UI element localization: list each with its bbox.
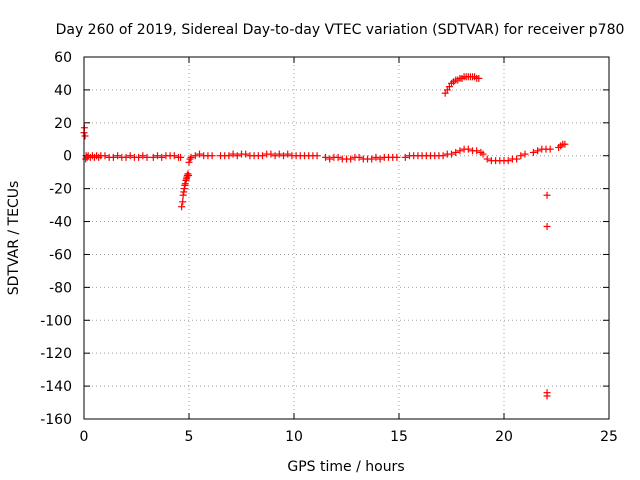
- data-point: [401, 153, 409, 161]
- data-point: [543, 222, 551, 230]
- y-tick-label: 20: [54, 116, 72, 132]
- data-point: [233, 152, 241, 160]
- data-point: [187, 153, 195, 161]
- data-point: [81, 132, 89, 140]
- x-tick-label: 15: [390, 429, 408, 445]
- data-point: [464, 145, 472, 153]
- data-point: [185, 158, 193, 166]
- data-point: [475, 74, 483, 82]
- data-point: [225, 152, 233, 160]
- data-point: [473, 147, 481, 155]
- x-tick-label: 20: [495, 429, 513, 445]
- data-point: [517, 152, 525, 160]
- data-point: [122, 153, 130, 161]
- data-point: [284, 150, 292, 158]
- data-point: [109, 153, 117, 161]
- data-point: [393, 153, 401, 161]
- data-point: [483, 155, 491, 163]
- data-point: [271, 152, 279, 160]
- data-point: [143, 153, 151, 161]
- y-tick-label: -100: [40, 313, 72, 329]
- chart-title: Day 260 of 2019, Sidereal Day-to-day VTE…: [56, 22, 625, 38]
- data-point: [561, 140, 569, 148]
- data-point: [267, 150, 275, 158]
- data-point: [196, 150, 203, 158]
- data-point: [259, 152, 266, 160]
- y-tick-labels: 60 40 20 0 -20 -40 -60 -80 -100 -120 -140 -160: [40, 50, 72, 428]
- data-point: [178, 203, 186, 211]
- y-tick-label: -140: [40, 379, 72, 395]
- data-point: [180, 188, 188, 196]
- data-point: [521, 150, 529, 158]
- data-point: [439, 152, 447, 160]
- axis-ticks: [83, 56, 610, 420]
- data-point: [186, 155, 194, 163]
- data-point: [313, 152, 321, 160]
- data-point: [456, 147, 464, 155]
- data-point: [448, 150, 455, 158]
- data-point: [149, 153, 157, 161]
- data-point: [177, 153, 185, 161]
- data-point: [504, 157, 512, 165]
- y-tick-label: -40: [49, 215, 72, 231]
- data-point: [534, 147, 542, 155]
- x-tick-labels: 0 5 10 15 20 25: [80, 429, 618, 445]
- data-point: [185, 171, 193, 179]
- x-tick-label: 5: [185, 429, 194, 445]
- grid: [84, 57, 609, 419]
- x-tick-label: 25: [600, 429, 618, 445]
- y-tick-label: -60: [49, 247, 72, 263]
- data-point: [179, 191, 187, 199]
- data-point: [479, 150, 487, 158]
- data-point: [158, 153, 166, 161]
- data-point: [529, 148, 537, 156]
- data-point: [376, 155, 384, 163]
- data-point: [114, 152, 122, 160]
- data-point: [101, 152, 109, 160]
- data-point: [191, 152, 199, 160]
- y-axis-label: SDTVAR / TECUs: [6, 181, 22, 296]
- y-tick-label: -160: [40, 412, 72, 428]
- data-points: [80, 73, 569, 400]
- data-point: [208, 152, 216, 160]
- y-tick-label: 60: [54, 50, 72, 66]
- data-point: [322, 153, 329, 161]
- data-point: [326, 155, 334, 163]
- x-tick-label: 10: [285, 429, 303, 445]
- data-point: [368, 155, 376, 163]
- data-point: [154, 152, 161, 160]
- data-point: [280, 152, 287, 160]
- data-point: [372, 153, 380, 161]
- plot-frame: [83, 56, 610, 420]
- data-point: [139, 152, 147, 160]
- data-point: [170, 152, 178, 160]
- y-tick-label: 40: [54, 83, 72, 99]
- x-axis-label: GPS time / hours: [287, 459, 404, 475]
- data-point: [135, 153, 143, 161]
- y-tick-label: -80: [49, 280, 72, 296]
- data-point: [229, 150, 237, 158]
- data-point: [179, 198, 187, 206]
- data-point: [355, 153, 363, 161]
- data-point: [334, 153, 342, 161]
- data-point: [546, 145, 554, 153]
- data-point: [184, 170, 192, 178]
- data-point: [513, 155, 521, 163]
- data-point: [452, 148, 460, 156]
- y-tick-label: -120: [40, 346, 72, 362]
- y-tick-label: -20: [49, 182, 72, 198]
- data-point: [242, 150, 250, 158]
- data-point: [181, 180, 189, 188]
- data-point: [182, 176, 190, 184]
- data-point: [126, 152, 134, 160]
- data-point: [275, 150, 283, 158]
- data-point: [543, 191, 551, 199]
- data-point: [347, 155, 355, 163]
- x-tick-label: 0: [80, 429, 89, 445]
- data-point: [543, 392, 551, 400]
- y-tick-label: 0: [63, 149, 72, 165]
